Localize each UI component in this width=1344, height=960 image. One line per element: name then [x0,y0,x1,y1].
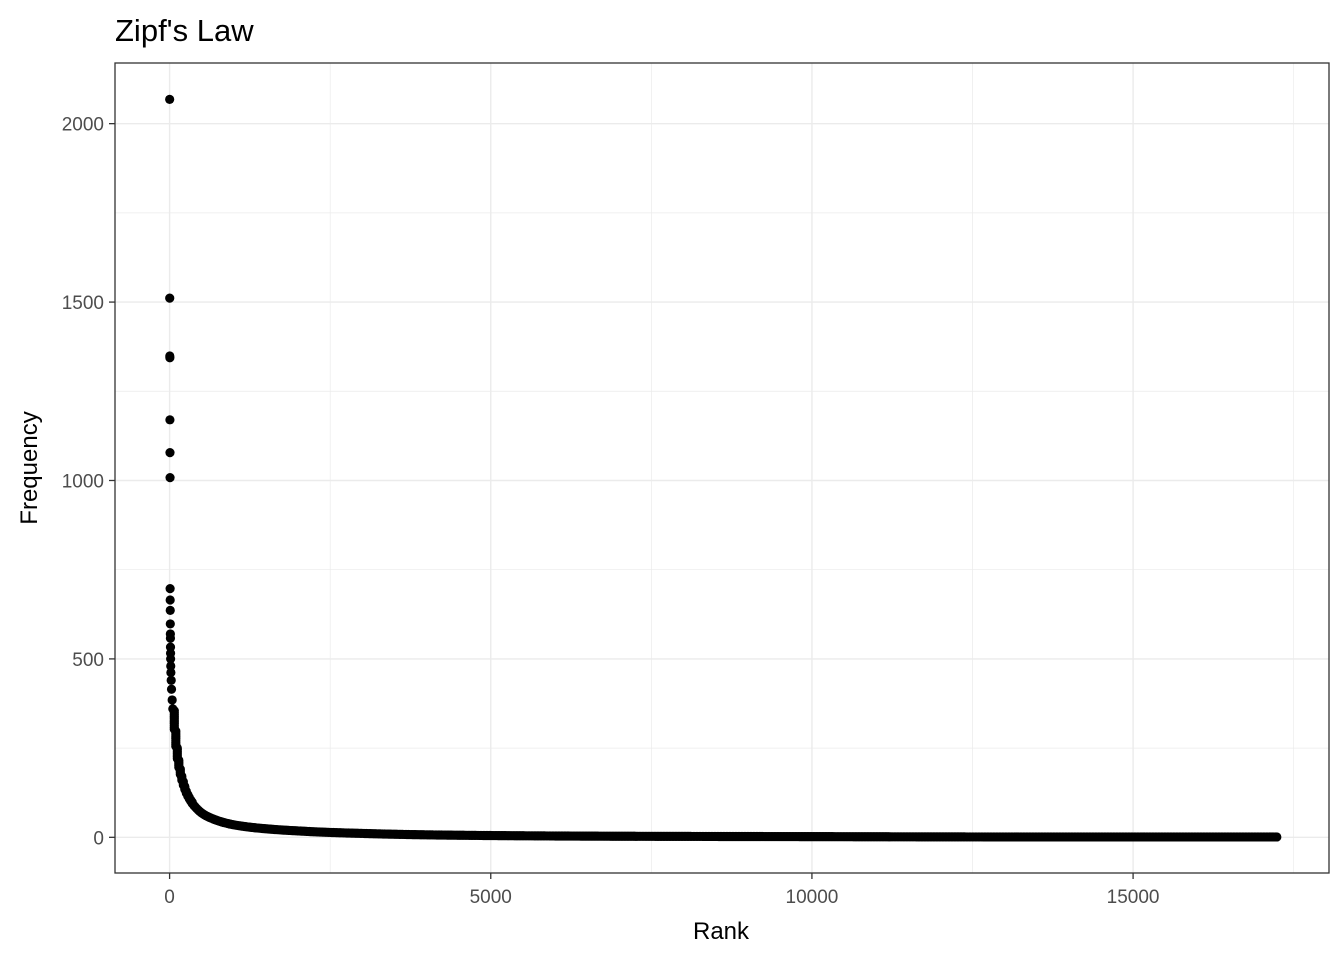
data-point [166,667,176,678]
x-tick-label: 15000 [1107,887,1160,908]
x-axis-ticks: 0 5000 10000 15000 [164,873,1160,908]
data-point [165,584,175,594]
scatter-points [165,94,1282,842]
y-tick-label: 2000 [62,115,104,136]
data-point [165,415,175,425]
data-point [166,654,176,664]
data-point [165,353,175,363]
y-axis-ticks: 0 500 1000 1500 2000 [62,115,115,849]
data-point [165,94,175,104]
data-point [165,473,175,483]
data-point [165,605,175,615]
x-axis-title: Rank [693,918,750,945]
data-point [165,619,175,629]
y-tick-label: 500 [72,650,104,671]
data-point [165,293,175,303]
panel-border [114,62,1330,874]
y-tick-label: 1500 [62,293,104,314]
data-point [166,675,176,685]
data-point [165,633,176,643]
data-point [166,661,176,671]
chart-title: Zipf's Law [115,13,254,48]
data-point [166,684,177,694]
x-tick-label: 5000 [470,887,512,908]
y-tick-label: 1000 [62,471,104,492]
data-point [1272,832,1282,842]
y-axis-title: Frequency [16,411,43,524]
y-tick-label: 0 [93,828,104,849]
major-gridlines [115,63,1329,873]
data-point [167,695,177,705]
data-point [165,448,175,458]
minor-gridlines [115,63,1329,873]
x-tick-label: 10000 [786,887,839,908]
data-point [165,595,175,605]
x-tick-label: 0 [164,887,175,908]
